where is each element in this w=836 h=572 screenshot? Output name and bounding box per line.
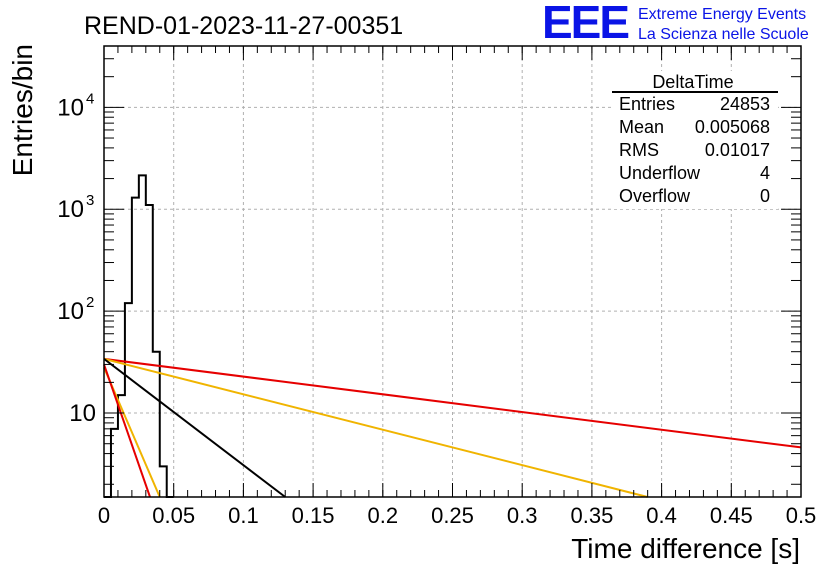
stats-row-value: 24853: [720, 94, 770, 114]
stats-row-label: Mean: [619, 117, 664, 137]
x-tick-label: 0.25: [431, 503, 474, 528]
stats-row-value: 0.01017: [705, 140, 770, 160]
stats-title: DeltaTime: [652, 72, 733, 92]
x-tick-label: 0.05: [152, 503, 195, 528]
y-tick-label: 10: [57, 196, 84, 223]
stats-box: DeltaTime Entries 24853 Mean 0.005068 RMS 0.0…: [612, 71, 778, 209]
y-tick-exponent: 4: [86, 90, 94, 107]
stats-rows: Entries 24853 Mean 0.005068 RMS 0.01017Underf…: [619, 94, 770, 206]
x-axis-title: Time difference [s]: [571, 533, 800, 564]
x-tick-labels: 0 0.05 0.1 0.15 0.2 0.25 0.3 0.35 0.4 0.45 0.5: [98, 503, 816, 528]
x-tick-label: 0: [98, 503, 110, 528]
x-tick-label: 0.1: [228, 503, 259, 528]
y-axis-title: Entries/bin: [7, 44, 38, 176]
stats-row-value: 0: [760, 186, 770, 206]
stats-row-label: Underflow: [619, 163, 701, 183]
eee-logo: EEE Extreme Energy Events La Scienza nel…: [542, 0, 809, 48]
fit-line: [103, 357, 648, 498]
axis-ticks: [103, 45, 802, 497]
x-tick-label: 0.2: [368, 503, 399, 528]
chart-title: REND-01-2023-11-27-00351: [84, 12, 403, 40]
x-tick-label: 0.45: [710, 503, 753, 528]
stats-box-background: [612, 71, 778, 209]
y-tick-label: 10: [69, 400, 96, 427]
logo-line-1: Extreme Energy Events: [638, 6, 806, 23]
stats-row-value: 0.005068: [695, 117, 770, 137]
stats-row-label: Overflow: [619, 186, 691, 206]
x-tick-label: 0.5: [786, 503, 817, 528]
fit-line: [103, 364, 151, 498]
x-tick-label: 0.3: [507, 503, 538, 528]
x-tick-label: 0.35: [570, 503, 613, 528]
x-tick-label: 0.15: [292, 503, 335, 528]
fit-lines-layer: [103, 357, 802, 498]
stats-row-label: Entries: [619, 94, 675, 114]
stats-row-label: RMS: [619, 140, 659, 160]
x-tick-label: 0.4: [646, 503, 677, 528]
histogram-step-line: [104, 174, 174, 498]
y-tick-exponent: 2: [86, 294, 94, 311]
y-tick-exponent: 3: [86, 192, 94, 209]
fit-line: [103, 358, 286, 498]
stats-row-value: 4: [760, 163, 770, 183]
logo-line-2: La Scienza nelle Scuole: [638, 26, 809, 43]
y-tick-label: 10: [57, 298, 84, 325]
eee-logo-mark: EEE: [542, 0, 628, 48]
histogram-layer: [104, 174, 174, 498]
y-tick-label: 10: [57, 94, 84, 121]
fit-line: [103, 357, 802, 449]
grid-lines: [104, 46, 801, 497]
